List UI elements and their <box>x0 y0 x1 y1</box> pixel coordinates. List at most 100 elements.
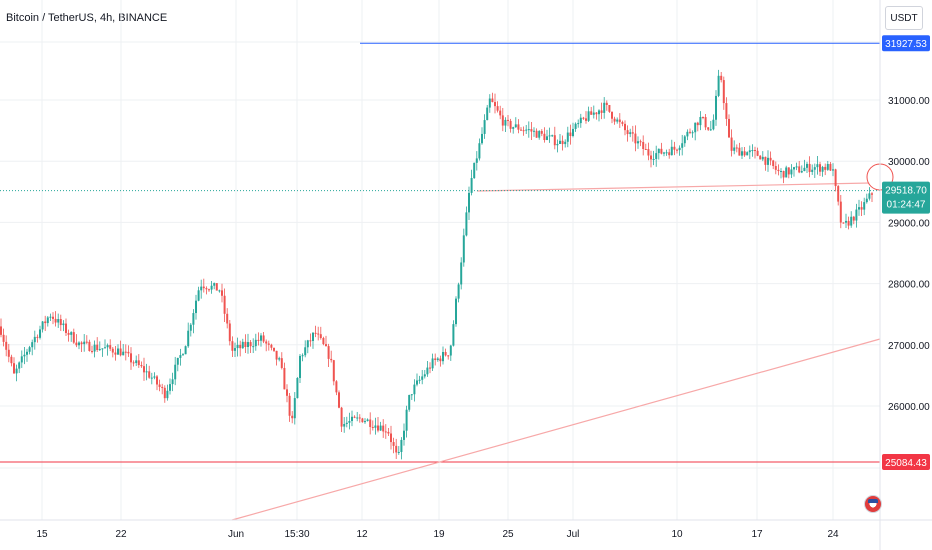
candle-body <box>189 324 192 331</box>
candle-body <box>694 122 697 133</box>
candle-body <box>5 341 8 350</box>
y-tick-label: 31000.00 <box>888 96 930 107</box>
candle-body <box>171 379 174 385</box>
candle-body <box>208 289 210 291</box>
candle-body <box>712 119 715 130</box>
resistance-level-label-bg <box>882 35 930 52</box>
candle-body <box>611 111 613 119</box>
candle-body <box>759 155 762 160</box>
candle-body <box>301 355 304 357</box>
candle-body <box>124 351 127 353</box>
candle-body <box>683 136 686 144</box>
candle-body <box>358 417 361 419</box>
candle-body <box>33 336 36 343</box>
candle-body <box>798 166 801 173</box>
candle-body <box>465 212 468 236</box>
candle-body <box>67 332 70 335</box>
candle-body <box>392 442 395 446</box>
candle-body <box>436 358 439 361</box>
x-tick-label: 15 <box>36 529 48 540</box>
candle-body <box>54 318 57 323</box>
candle-body <box>18 362 21 369</box>
us-flag-icon[interactable] <box>864 495 882 513</box>
candle-body <box>709 129 712 131</box>
candle-body <box>512 127 515 129</box>
candle-body <box>296 377 299 399</box>
candle-body <box>772 160 775 167</box>
candle-body <box>559 140 561 144</box>
candle-body <box>491 98 494 103</box>
candle-body <box>616 119 619 122</box>
candle-body <box>257 339 260 341</box>
candle-body <box>283 367 286 390</box>
candle-body <box>387 431 390 434</box>
candle-body <box>114 352 117 355</box>
candle-body <box>481 133 483 144</box>
candle-body <box>717 75 720 96</box>
candle-body <box>478 143 481 159</box>
ascending-trend-line <box>231 338 881 521</box>
candle-body <box>839 201 842 223</box>
candle-body <box>286 389 288 396</box>
candle-body <box>403 430 405 440</box>
candle-body <box>366 419 369 422</box>
x-tick-label: 15:30 <box>284 529 309 540</box>
candle-body <box>652 158 655 160</box>
candle-body <box>608 104 611 112</box>
candle-body <box>106 345 109 348</box>
candle-body <box>377 425 379 431</box>
candle-body <box>787 167 790 175</box>
candle-body <box>777 169 780 172</box>
candle-body <box>569 132 572 137</box>
candle-body <box>457 284 460 299</box>
candle-body <box>785 167 788 178</box>
candle-body <box>819 164 821 172</box>
candle-body <box>371 426 374 428</box>
candle-body <box>80 342 83 345</box>
candle-body <box>340 407 343 427</box>
candle-body <box>85 341 88 343</box>
candle-body <box>577 123 580 125</box>
candle-body <box>288 395 291 416</box>
candle-body <box>813 167 816 170</box>
current-price-tag-bg <box>882 181 930 214</box>
candle-body <box>592 112 595 115</box>
candle-body <box>473 162 476 179</box>
candle-body <box>306 340 309 348</box>
candle-body <box>468 192 470 213</box>
candle-body <box>722 80 725 104</box>
x-tick-label: Jul <box>567 529 580 540</box>
candle-body <box>533 130 535 132</box>
candle-body <box>600 110 603 113</box>
candle-body <box>865 198 868 203</box>
candle-body <box>267 343 270 345</box>
candle-body <box>247 342 249 347</box>
candle-body <box>824 166 827 170</box>
candle-body <box>852 216 855 221</box>
candle-body <box>330 358 333 361</box>
candle-body <box>735 147 738 149</box>
candle-body <box>431 358 434 369</box>
candle-body <box>111 348 114 353</box>
candle-body <box>434 358 437 361</box>
candle-body <box>634 133 637 144</box>
candle-body <box>140 365 143 367</box>
candle-body <box>595 112 598 115</box>
candle-body <box>746 152 749 156</box>
candle-body <box>39 329 41 338</box>
candle-body <box>127 351 130 354</box>
candle-body <box>613 118 616 122</box>
candle-body <box>314 332 317 334</box>
candle-body <box>309 340 312 342</box>
candle-body <box>452 324 455 346</box>
candle-body <box>361 418 364 423</box>
currency-selector-button[interactable]: USDT <box>885 6 923 30</box>
candle-body <box>46 317 49 324</box>
candle-body <box>850 216 853 226</box>
candle-body <box>455 298 457 325</box>
candle-body <box>345 422 348 425</box>
candle-body <box>678 147 681 151</box>
candle-body <box>122 351 125 356</box>
